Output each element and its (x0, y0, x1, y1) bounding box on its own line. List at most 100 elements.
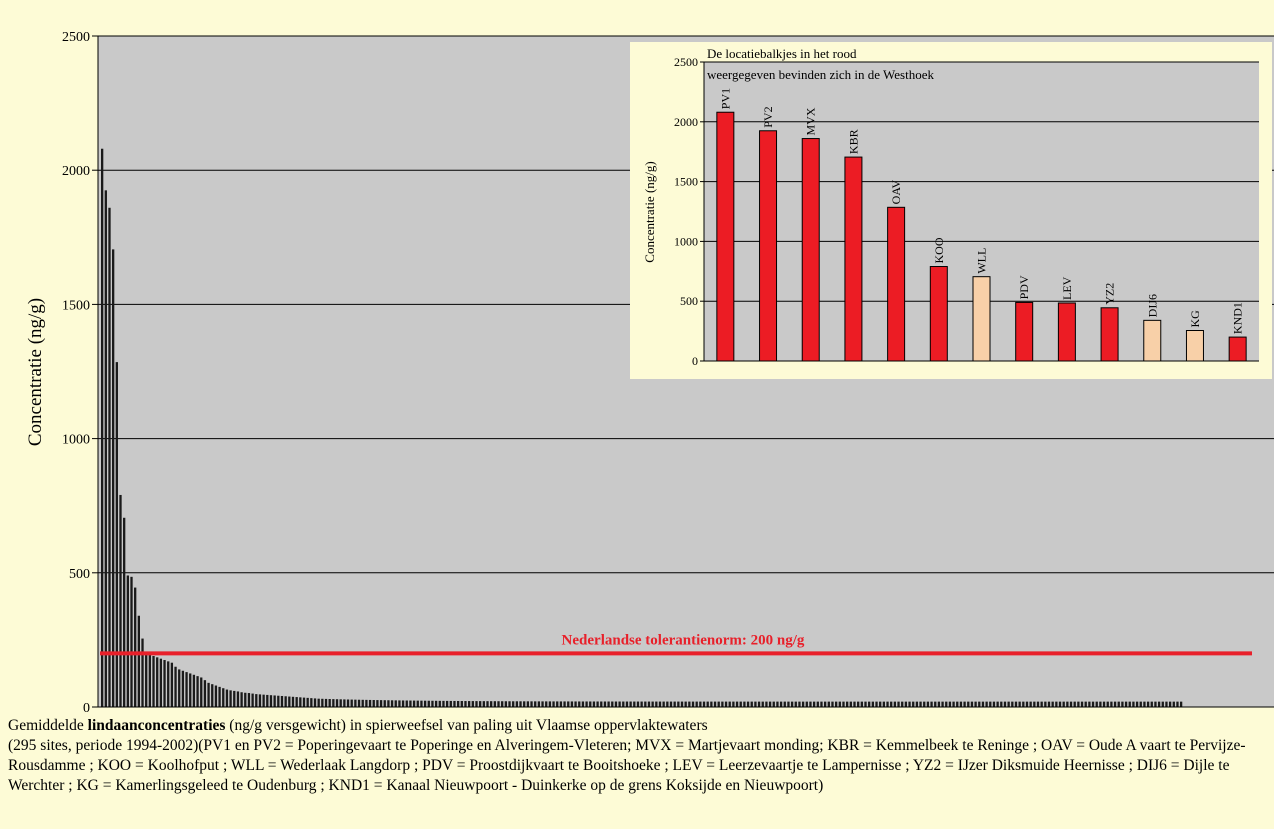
caption-details: (295 sites, periode 1994-2002)(PV1 en PV… (8, 737, 1246, 794)
main-bar (508, 701, 511, 707)
main-bar (1047, 701, 1051, 707)
main-bar (350, 699, 353, 707)
main-bar (897, 701, 900, 707)
main-bar (820, 701, 823, 707)
main-bar (354, 699, 357, 707)
main-bar (317, 698, 320, 707)
main-bar (1106, 701, 1109, 707)
main-bar (835, 701, 838, 707)
main-bar (743, 701, 746, 707)
main-bar (706, 701, 709, 707)
main-bar (655, 701, 658, 707)
main-bar (948, 701, 952, 707)
main-bar (453, 700, 456, 707)
main-bar (647, 701, 651, 707)
main-bar (431, 700, 434, 707)
main-bar (677, 701, 680, 707)
main-bar (1036, 701, 1040, 707)
main-bar (842, 701, 845, 707)
main-bar (669, 701, 673, 707)
main-bar (614, 701, 618, 707)
main-bar (247, 693, 251, 707)
inset-bar-label: KBR (846, 129, 860, 154)
main-bar (567, 701, 570, 707)
main-bar (343, 699, 346, 707)
main-bar (629, 701, 632, 707)
figure-caption: Gemiddelde lindaanconcentraties (ng/g ve… (8, 716, 1268, 796)
main-bar (633, 701, 636, 707)
main-bar (985, 701, 988, 707)
main-bar (236, 691, 240, 707)
main-bar (372, 700, 375, 707)
main-bar (956, 701, 959, 707)
main-bar (596, 701, 599, 707)
main-bar (523, 701, 526, 707)
main-bar (1084, 701, 1087, 707)
main-bar (207, 682, 210, 707)
main-bar (479, 701, 482, 707)
main-bar (1007, 701, 1010, 707)
main-bar (530, 701, 533, 707)
inset-bar-yz2 (1100, 307, 1119, 362)
main-bar (101, 148, 104, 707)
main-bar (277, 695, 280, 707)
main-chart: 0 500 1000 1500 2000 2500 Nederlandse toleran… (25, 30, 1274, 714)
main-bar (673, 701, 676, 707)
main-bar (1003, 701, 1007, 707)
main-bar (717, 701, 720, 707)
main-bar (299, 697, 302, 707)
main-bar (1161, 701, 1164, 707)
main-bar (420, 700, 423, 707)
main-bar (996, 701, 999, 707)
main-bar (651, 701, 654, 707)
main-bar (537, 701, 541, 707)
main-bar (189, 673, 192, 707)
main-bar (592, 701, 596, 707)
main-bar (750, 701, 753, 707)
main-bar (1135, 701, 1139, 707)
main-bar (559, 701, 563, 707)
main-bar (636, 701, 640, 707)
main-bar (376, 700, 379, 707)
main-bar (823, 701, 827, 707)
main-bar (945, 701, 948, 707)
main-bar (1168, 701, 1172, 707)
main-bar (383, 700, 386, 707)
main-bar (809, 701, 812, 707)
main-bar (365, 699, 368, 707)
inset-bar-label: OAV (889, 180, 903, 205)
main-bar (456, 700, 460, 707)
inset-bar-pdv (1015, 301, 1034, 362)
main-bar (904, 701, 908, 707)
main-bar (1051, 701, 1054, 707)
main-bar (504, 701, 507, 707)
main-bar (739, 701, 742, 707)
main-bar (192, 674, 196, 707)
main-bar (721, 701, 724, 707)
inset-y-tick-label: 0 (692, 354, 698, 368)
main-bar (156, 657, 159, 707)
main-bar (416, 700, 419, 707)
main-bar (115, 362, 118, 707)
main-bar (768, 701, 772, 707)
main-bar (1077, 701, 1080, 707)
main-bar (783, 701, 786, 707)
main-bar (570, 701, 574, 707)
main-bar (680, 701, 684, 707)
inset-bar-label: KND1 (1231, 302, 1245, 334)
main-bar (1069, 701, 1073, 707)
main-bar (280, 695, 284, 707)
main-bar (603, 701, 607, 707)
main-bar (1091, 701, 1095, 707)
main-bar (482, 701, 485, 707)
main-bar (541, 701, 544, 707)
main-bar (816, 701, 819, 707)
main-bar (134, 587, 137, 707)
main-bar (288, 696, 291, 707)
main-bar (875, 701, 878, 707)
main-bar (387, 700, 390, 707)
main-bar (919, 701, 922, 707)
main-bar (185, 672, 188, 707)
main-bar (130, 576, 133, 707)
main-bar (167, 661, 170, 707)
